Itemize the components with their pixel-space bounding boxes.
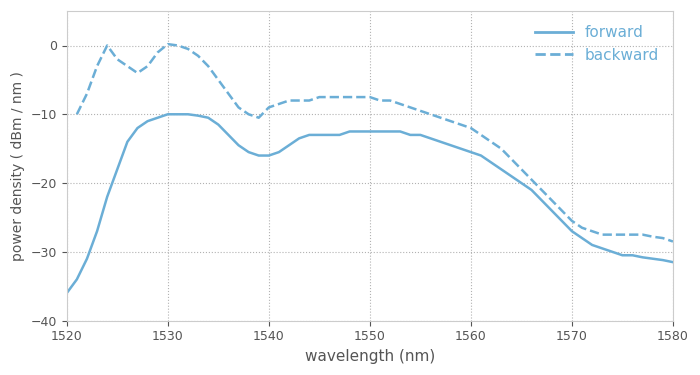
backward <box>255 116 263 120</box>
Legend: forward, backward: forward, backward <box>528 19 665 69</box>
forward <box>164 112 172 117</box>
forward <box>194 113 202 118</box>
forward <box>396 129 405 134</box>
Line: backward: backward <box>77 44 673 242</box>
forward <box>62 291 71 296</box>
backward <box>164 42 172 46</box>
backward <box>73 112 81 117</box>
X-axis label: wavelength (nm): wavelength (nm) <box>304 349 435 364</box>
backward <box>285 98 293 103</box>
backward <box>274 102 283 106</box>
Line: forward: forward <box>66 114 673 293</box>
Y-axis label: power density ( dBm / nm ): power density ( dBm / nm ) <box>11 71 25 261</box>
backward <box>668 239 677 244</box>
backward <box>456 122 465 127</box>
forward <box>436 140 445 144</box>
backward <box>184 47 192 51</box>
backward <box>234 105 243 110</box>
forward <box>214 122 223 127</box>
forward <box>285 143 293 147</box>
forward <box>668 260 677 264</box>
forward <box>598 246 606 250</box>
